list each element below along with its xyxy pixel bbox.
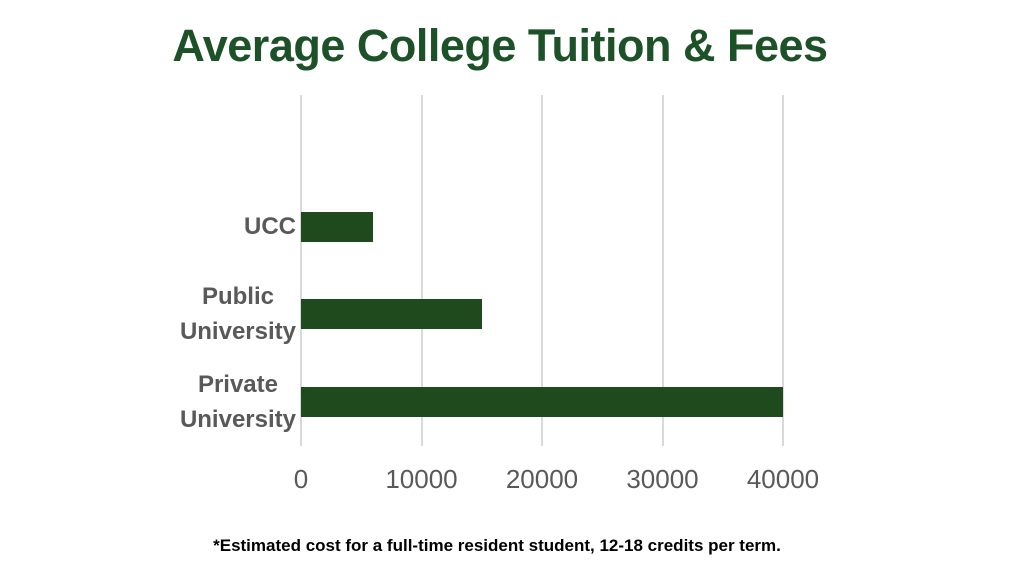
tick-label-30000: 30000	[626, 464, 699, 494]
gridline	[300, 95, 302, 446]
chart-title: Average College Tuition & Fees	[172, 20, 828, 71]
gridline	[661, 95, 664, 446]
bar-public-university	[301, 299, 482, 330]
gridline	[782, 95, 784, 446]
bar-ucc	[301, 211, 374, 242]
category-label-private-university: Private University	[179, 371, 296, 434]
tick-label-20000: 20000	[505, 464, 579, 494]
category-label-ucc: UCC	[244, 213, 296, 241]
bar-private-university	[301, 387, 783, 418]
category-label-public-university: Public University	[179, 283, 296, 346]
chart-footnote: *Estimated cost for a full-time resident…	[213, 536, 781, 555]
tick-label-40000: 40000	[746, 464, 820, 494]
tick-label-10000: 10000	[385, 464, 458, 494]
tick-label-0: 0	[293, 464, 309, 494]
plot-area	[300, 95, 846, 446]
gridline	[420, 95, 423, 446]
gridline	[541, 95, 543, 446]
